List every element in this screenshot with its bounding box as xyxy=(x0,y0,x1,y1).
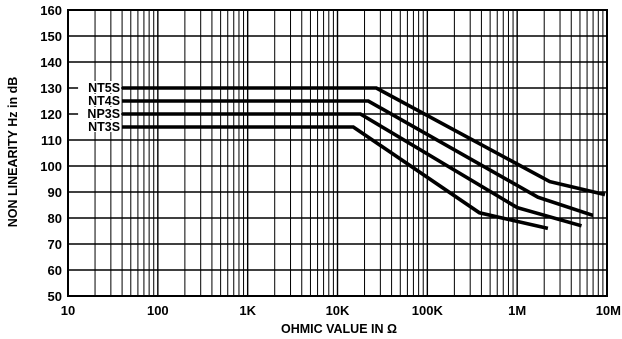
y-tick-labels: 50 60 70 80 90 100 110 120 130 140 150 160 xyxy=(40,3,62,304)
y-tick-label: 80 xyxy=(48,211,62,226)
series-label-bg xyxy=(78,107,122,119)
y-tick-label: 120 xyxy=(40,107,62,122)
x-tick-label: 10 xyxy=(61,303,75,318)
x-tick-label: 10K xyxy=(326,303,350,318)
y-tick-label: 50 xyxy=(48,289,62,304)
series-label-bg xyxy=(78,94,122,106)
x-tick-label: 1K xyxy=(239,303,256,318)
series-label-nt3s: NT3S xyxy=(88,120,120,134)
series-line-nt3s xyxy=(122,125,549,231)
series-label-np3s: NP3S xyxy=(87,107,120,121)
y-tick-label: 130 xyxy=(40,81,62,96)
x-tick-labels: 10 100 1K 10K 100K 1M 10M xyxy=(61,303,621,318)
x-tick-label: 1M xyxy=(508,303,526,318)
x-tick-label: 10M xyxy=(596,303,621,318)
y-tick-label: 110 xyxy=(41,133,62,148)
x-tick-label: 100 xyxy=(147,303,169,318)
y-axis-title: NON LINEARITY Hz in dB xyxy=(6,77,20,227)
y-tick-label: 160 xyxy=(40,3,62,18)
y-tick-label: 70 xyxy=(48,237,62,252)
series-line-np3s xyxy=(122,112,582,228)
y-tick-label: 60 xyxy=(48,263,62,278)
series-label-nt4s: NT4S xyxy=(88,94,120,108)
x-tick-label: 100K xyxy=(412,303,444,318)
y-tick-label: 150 xyxy=(40,29,62,44)
y-tick-label: 90 xyxy=(48,185,62,200)
plot-border xyxy=(67,9,608,297)
series-label-bg xyxy=(78,81,122,93)
y-tick-label: 100 xyxy=(40,159,62,174)
series-label-bg xyxy=(78,120,122,132)
series-lines xyxy=(122,86,606,231)
series-label-nt5s: NT5S xyxy=(88,81,120,95)
y-tick-label: 140 xyxy=(40,55,62,70)
series-line-nt4s xyxy=(122,99,594,218)
x-axis-title: OHMIC VALUE IN Ω xyxy=(281,322,397,336)
grid xyxy=(67,9,608,297)
series-line-nt5s xyxy=(122,86,606,197)
